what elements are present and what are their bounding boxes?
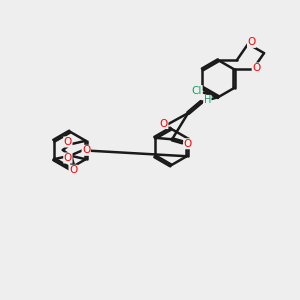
Text: O: O	[64, 153, 72, 163]
Text: O: O	[69, 165, 77, 175]
Text: O: O	[252, 63, 260, 73]
Text: Cl: Cl	[192, 85, 202, 96]
Text: O: O	[64, 137, 72, 147]
Text: O: O	[160, 118, 168, 128]
Text: O: O	[82, 145, 90, 155]
Text: O: O	[248, 38, 256, 47]
Text: H: H	[204, 95, 211, 105]
Text: O: O	[184, 139, 192, 149]
